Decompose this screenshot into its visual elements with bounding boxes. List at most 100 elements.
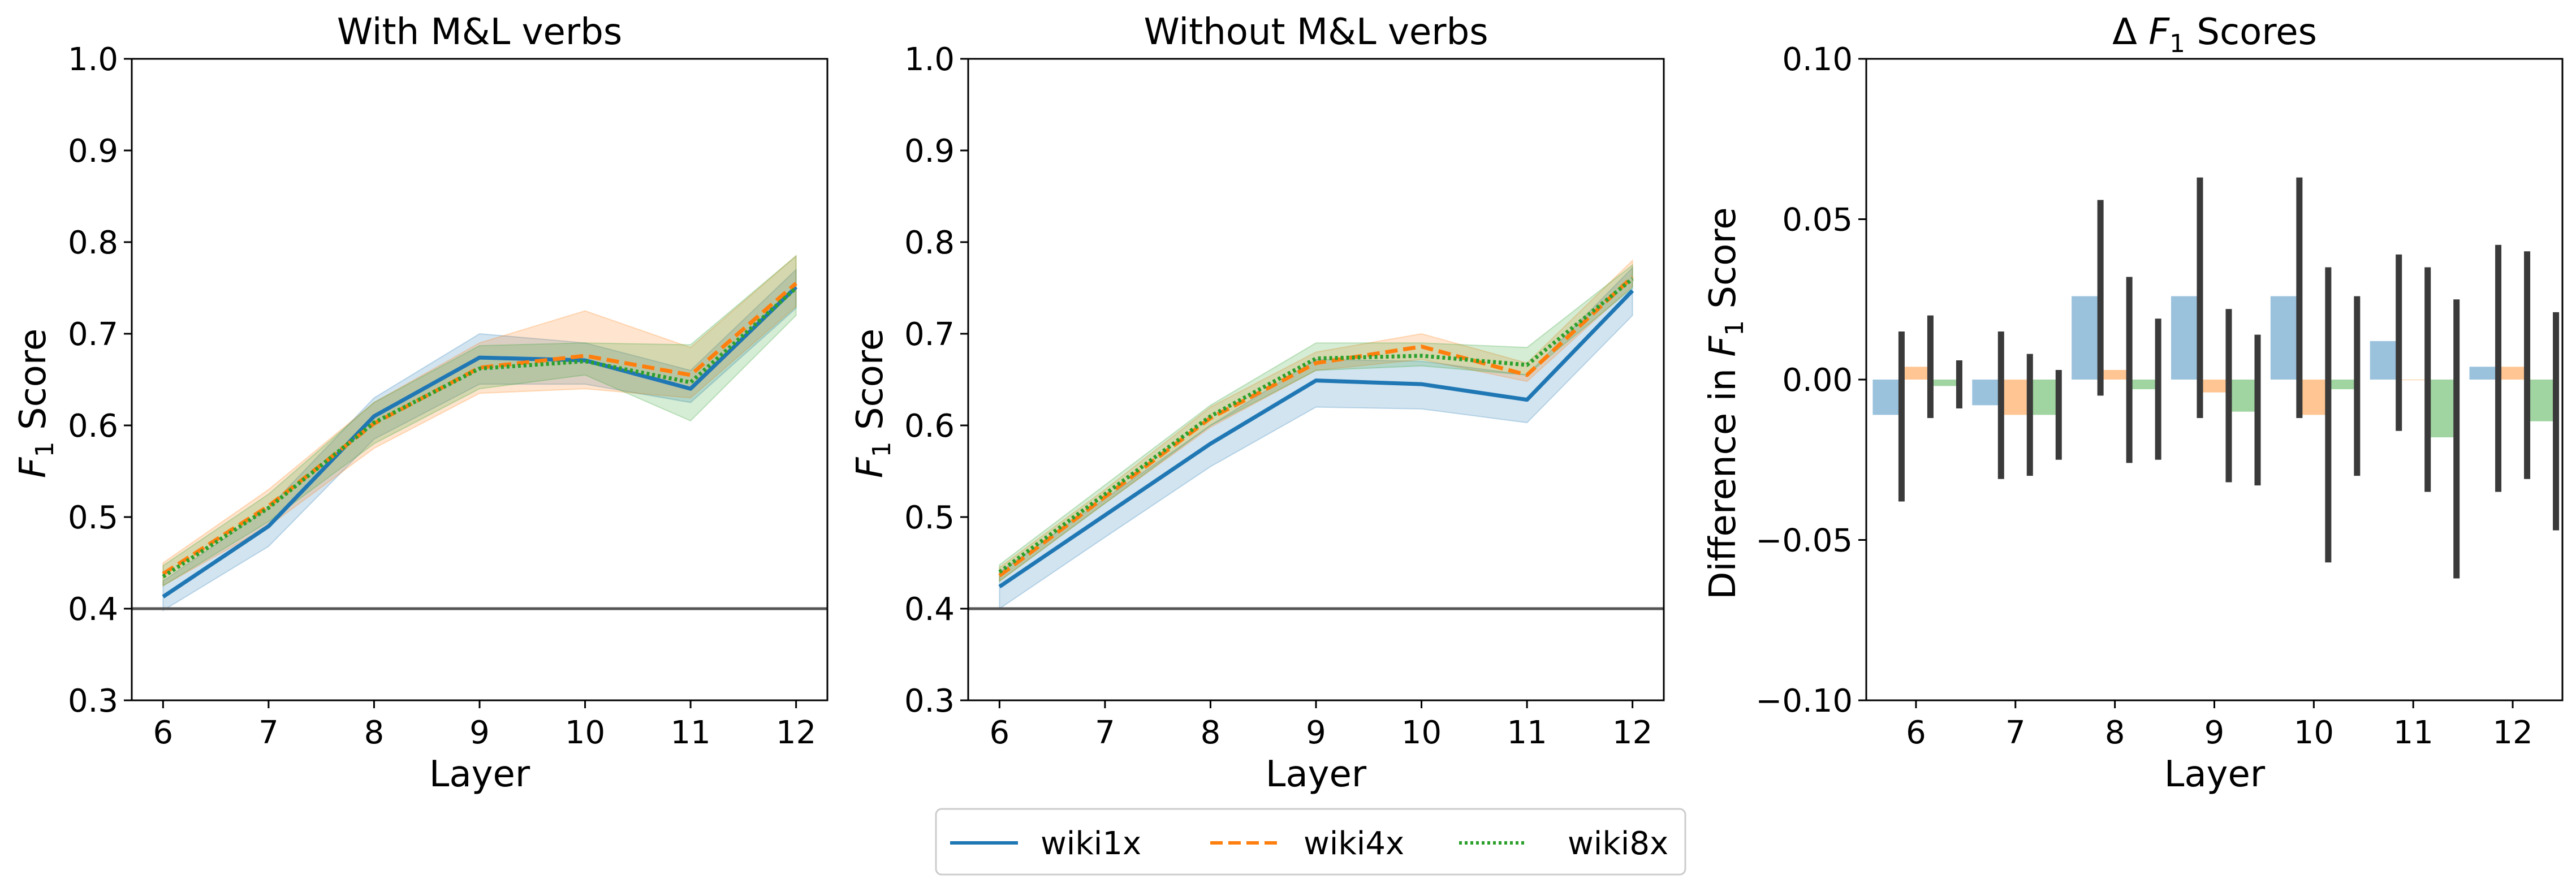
title-sub: 1 — [2169, 29, 2185, 58]
bar-wiki8x — [2328, 380, 2357, 390]
panel-without-ml-verbs: Without M&L verbs 0.3 0.4 0.5 0.6 0.7 0.8 0.9 1… — [849, 11, 1665, 795]
bar-wiki4x — [2498, 367, 2527, 380]
bar-wiki1x — [1972, 380, 2001, 406]
ci-band-wiki4x — [999, 259, 1633, 583]
y-tick-label: 0.00 — [1782, 362, 1853, 399]
panel-title: With M&L verbs — [337, 11, 622, 53]
x-tick-label: 10 — [565, 714, 605, 751]
ci-band-wiki8x — [999, 264, 1633, 583]
bar-wiki1x — [1872, 380, 1902, 415]
legend-label-wiki8x: wiki8x — [1568, 825, 1668, 862]
y-tick-label: 0.6 — [68, 408, 118, 445]
y-tick-label: 0.7 — [904, 316, 955, 353]
legend-entry-wiki8x: wiki8x — [1459, 825, 1668, 862]
y-label-suffix: Score — [12, 329, 54, 442]
x-tick-label: 10 — [2294, 714, 2334, 751]
x-tick-label: 8 — [364, 714, 385, 751]
x-tick-label: 11 — [2393, 714, 2433, 751]
y-tick-label: 0.10 — [1782, 41, 1853, 78]
y-tick-label: 1.0 — [904, 41, 955, 78]
y-label-var: F — [12, 457, 54, 478]
x-tick-label: 6 — [1906, 714, 1926, 751]
y-tick-label: 0.4 — [68, 591, 118, 628]
x-tick-label: 9 — [1306, 714, 1326, 751]
bar-wiki4x — [2001, 380, 2030, 415]
legend: wiki1x wiki4x wiki8x — [935, 808, 1686, 876]
bar-wiki1x — [2370, 341, 2399, 380]
y-axis-label: F1 Score — [849, 329, 896, 478]
bar-wiki1x — [2072, 296, 2101, 380]
x-tick-label: 12 — [1612, 714, 1652, 751]
bar-wiki8x — [1930, 380, 1960, 386]
bar-wiki4x — [2200, 380, 2229, 393]
y-tick-label: 0.9 — [68, 133, 118, 170]
bar-wiki1x — [2270, 296, 2299, 380]
bar-wiki8x — [2527, 380, 2556, 421]
y-label-var: F — [849, 457, 891, 478]
y-tick-label: 0.5 — [904, 500, 955, 536]
panel-title: Δ F1 Scores — [2112, 11, 2317, 58]
bar-wiki4x — [2299, 380, 2328, 415]
y-axis-label: F1 Score — [12, 329, 59, 478]
legend-label-wiki1x: wiki1x — [1041, 825, 1141, 862]
legend-frame — [935, 808, 1686, 876]
legend-entry-wiki4x: wiki4x — [1210, 825, 1404, 862]
x-tick-label: 6 — [153, 714, 174, 751]
ci-band-wiki1x — [162, 268, 797, 612]
x-tick-label: 7 — [2005, 714, 2026, 751]
title-prefix: Δ — [2112, 11, 2148, 53]
bar-wiki8x — [2228, 380, 2258, 412]
x-tick-label: 6 — [990, 714, 1010, 751]
x-tick-label: 11 — [670, 714, 710, 751]
legend-label-wiki4x: wiki4x — [1304, 825, 1404, 862]
y-label-sub: 1 — [1720, 320, 1749, 336]
y-label-suffix: Score — [1702, 207, 1744, 320]
series-line-wiki1x — [162, 285, 798, 598]
y-tick-label: 0.6 — [904, 408, 955, 445]
plot-area: 0.10 0.05 0.00 −0.05 −0.10 6 7 8 9 10 11 12 — [1755, 41, 2564, 751]
panel-with-ml-verbs: With M&L verbs 0.3 0.4 0.5 0.6 0.7 0.8 0.9 1.0 6… — [12, 11, 829, 795]
series-line-wiki4x — [998, 275, 1634, 578]
y-label-prefix: Difference in — [1702, 357, 1744, 600]
bar-wiki8x — [2030, 380, 2059, 415]
x-tick-label: 11 — [1507, 714, 1547, 751]
y-label-suffix: Score — [849, 329, 891, 442]
y-label-sub: 1 — [31, 441, 59, 457]
series-line-wiki1x — [998, 289, 1634, 589]
x-tick-label: 9 — [2204, 714, 2225, 751]
y-tick-label: 0.9 — [904, 133, 955, 170]
y-tick-label: 0.4 — [904, 591, 955, 628]
bar-wiki4x — [1901, 367, 1931, 380]
y-axis-label: Difference in F1 Score — [1702, 207, 1749, 599]
y-label-sub: 1 — [868, 441, 896, 457]
series-line-wiki8x — [998, 277, 1634, 574]
y-tick-label: 0.3 — [68, 683, 118, 720]
y-tick-label: 1.0 — [68, 41, 118, 78]
y-tick-label: −0.05 — [1755, 523, 1853, 559]
ci-band-wiki1x — [999, 266, 1633, 610]
plot-area: 0.3 0.4 0.5 0.6 0.7 0.8 0.9 1.0 6 7 8 9 10 11 12 — [68, 41, 829, 751]
title-suffix: Scores — [2185, 11, 2317, 53]
x-axis-label: Layer — [2164, 753, 2266, 795]
x-axis-label: Layer — [429, 753, 530, 795]
y-tick-label: 0.5 — [68, 500, 118, 536]
bar-wiki1x — [2171, 296, 2200, 380]
x-tick-label: 8 — [1201, 714, 1221, 751]
y-tick-label: 0.8 — [68, 225, 118, 261]
x-tick-label: 9 — [469, 714, 490, 751]
x-tick-label: 12 — [2492, 714, 2532, 751]
y-tick-label: 0.3 — [904, 683, 955, 720]
x-tick-label: 12 — [776, 714, 816, 751]
bar-wiki1x — [2469, 367, 2499, 380]
x-axis-label: Layer — [1266, 753, 1367, 795]
panel-title: Without M&L verbs — [1144, 11, 1488, 53]
bar-wiki4x — [2100, 369, 2130, 380]
bar-wiki8x — [2427, 380, 2457, 438]
bar-wiki8x — [2129, 380, 2159, 390]
plot-area: 0.3 0.4 0.5 0.6 0.7 0.8 0.9 1.0 6 7 8 9 10 11 12 — [904, 41, 1665, 751]
panel-delta-f1: Δ F1 Scores 0.100.050.00−0.05−0.106 7 8 9 10… — [1702, 11, 2564, 795]
title-var: F — [2148, 11, 2170, 53]
y-tick-label: 0.05 — [1782, 202, 1853, 239]
y-tick-label: 0.7 — [68, 316, 118, 353]
